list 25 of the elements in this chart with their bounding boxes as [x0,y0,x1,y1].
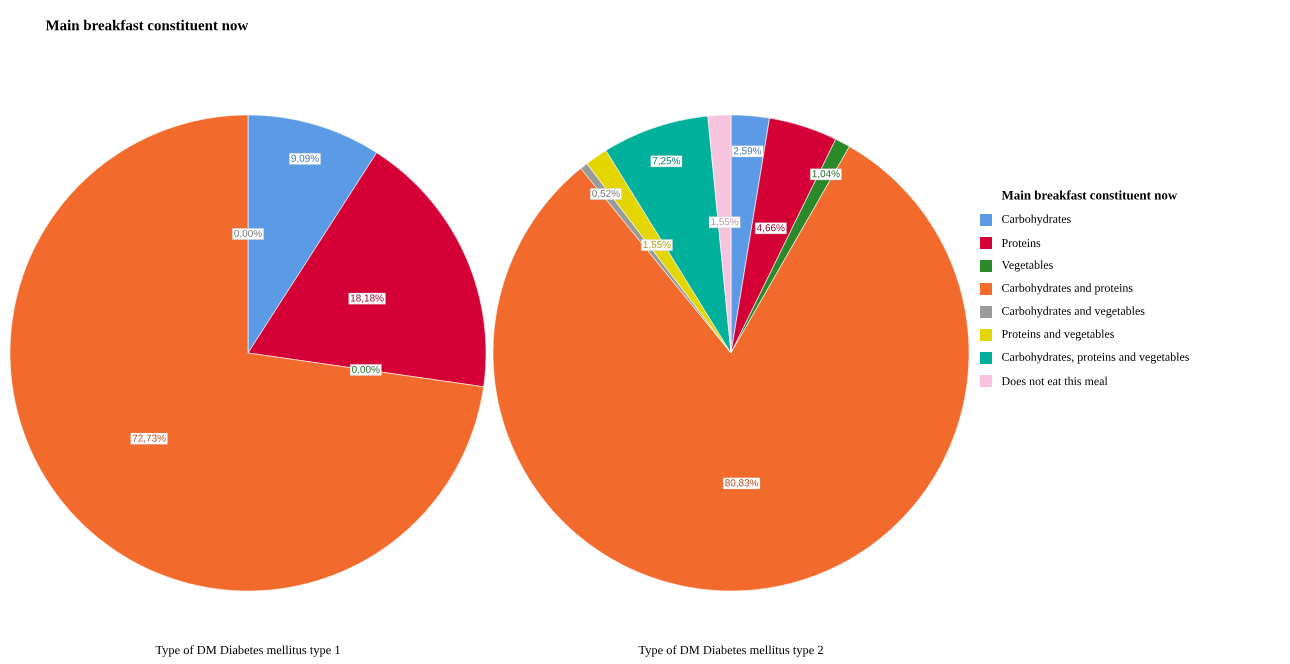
data-label: 7,25% [652,157,681,166]
text: 0,00% [234,229,262,239]
legend-label: Carbohydrates and proteins [1002,283,1133,295]
data-label: 0,52% [592,189,620,199]
legend-label: Vegetables [1001,260,1053,272]
legend-label: Does not eat this meal [1001,376,1108,386]
data-label: 18,18% [350,294,384,303]
data-label: 1,04% [812,170,840,179]
chart-title: Main breakfast constituent now [45,19,249,31]
legend-label: Carbohydrates, proteins and vegetables [1002,352,1190,364]
text: Type of DM Diabetes mellitus type 2 [638,645,823,657]
legend-title: Main breakfast constituent now [1001,190,1178,200]
legend-label: Carbohydrates [1002,214,1071,226]
data-label: 80,83% [725,479,759,488]
text: Type of DM Diabetes mellitus type 1 [155,645,340,657]
data-label: 9,09% [291,154,319,163]
data-label: 1,55% [711,218,739,227]
legend-label: Proteins [1001,238,1041,247]
data-label: 4,66% [756,224,785,233]
data-label: 2,59% [733,147,762,156]
legend-label: Carbohydrates and vegetables [1002,306,1145,318]
data-label: 72,73% [132,434,166,443]
data-label: 1,55% [643,240,671,250]
legend-label: Proteins and vegetables [1001,329,1114,341]
text: 0,00% [352,365,380,375]
